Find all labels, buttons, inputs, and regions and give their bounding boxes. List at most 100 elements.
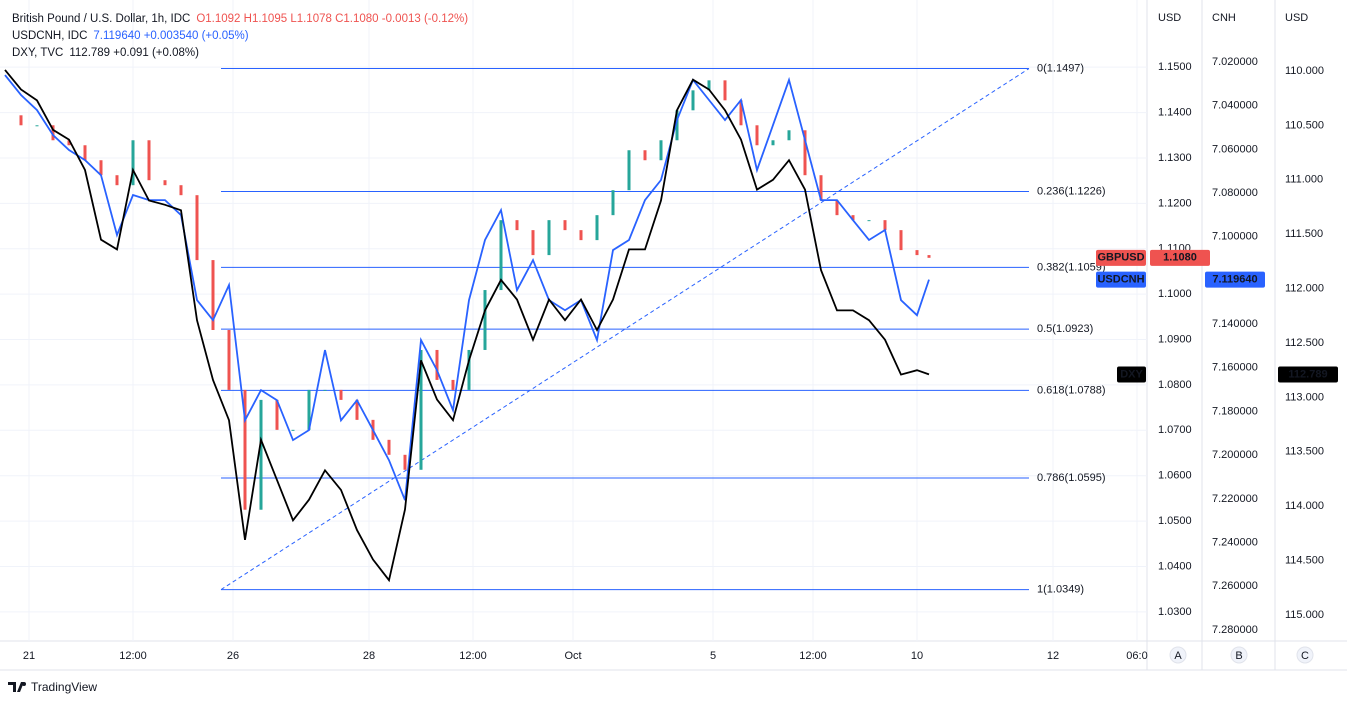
candle (755, 125, 759, 146)
price-tag-name-bg (1117, 366, 1146, 383)
scale-button-label: C (1301, 650, 1309, 662)
candle (611, 190, 615, 216)
brand: TradingView (8, 680, 97, 694)
price-tag-bg (1150, 249, 1210, 266)
candle (387, 439, 391, 455)
candle (723, 80, 727, 101)
scale-button[interactable] (1230, 646, 1248, 664)
price-tag-name-bg (1096, 271, 1146, 288)
candle (675, 110, 679, 141)
x-tick-label: 5 (710, 650, 716, 662)
candle (115, 175, 119, 186)
candle (851, 215, 855, 221)
x-tick-label: 26 (227, 650, 239, 662)
y-tick-label: 114.000 (1285, 500, 1324, 512)
y-tick-label: 112.500 (1285, 337, 1324, 349)
y-tick-label: 7.180000 (1212, 405, 1258, 417)
legend-row: British Pound / U.S. Dollar, 1h, IDC O1.1… (12, 11, 474, 28)
fib-label: 0.382(1.1059) (1037, 261, 1106, 273)
y-tick-label: 1.0600 (1158, 470, 1192, 482)
y-tick-label: 1.1300 (1158, 152, 1192, 164)
fib-label: 0.236(1.1226) (1037, 185, 1106, 197)
price-tag-name: GBPUSD (1097, 252, 1144, 264)
y-tick-label: 110.500 (1285, 119, 1324, 131)
candle (275, 399, 279, 430)
scale-button[interactable] (1296, 646, 1314, 664)
candle (803, 130, 807, 176)
price-tag-name-bg (1096, 249, 1146, 266)
candle (927, 255, 931, 258)
legend-quote: 112.789 +0.091 (+0.08%) (69, 47, 199, 59)
y-tick-label: 111.000 (1285, 174, 1323, 186)
candle (35, 125, 39, 127)
y-tick-label: 7.140000 (1212, 318, 1258, 330)
fib-label: 1(1.0349) (1037, 584, 1084, 596)
y-tick-label: 1.0800 (1158, 379, 1192, 391)
y-tick-label: 7.200000 (1212, 449, 1258, 461)
candle (403, 454, 407, 470)
price-tag-label: 112.789 (1288, 368, 1327, 380)
legend: British Pound / U.S. Dollar, 1h, IDC O1.1… (12, 11, 474, 62)
y-tick-label: 1.0500 (1158, 515, 1192, 527)
y-tick-label: 115.000 (1285, 609, 1324, 621)
y-tick-label: 1.1200 (1158, 197, 1192, 209)
candle (211, 260, 215, 330)
y-tick-label: 7.260000 (1212, 580, 1258, 592)
candle (483, 290, 487, 350)
candle (99, 160, 103, 176)
candle (291, 429, 295, 431)
candle (659, 140, 663, 161)
y-tick-label: 1.0900 (1158, 333, 1192, 345)
scale-button-label: B (1235, 650, 1242, 662)
candle (643, 150, 647, 161)
fib-label: 0.5(1.0923) (1037, 323, 1093, 335)
price-tag-name: USDCNH (1097, 273, 1144, 285)
x-tick-label: 12 (1047, 650, 1059, 662)
y-tick-label: 1.0400 (1158, 560, 1192, 572)
candle (227, 329, 231, 390)
y-tick-label: 7.240000 (1212, 536, 1258, 548)
y-tick-label: 7.040000 (1212, 100, 1258, 112)
candle (915, 250, 919, 256)
candle (547, 220, 551, 256)
x-tick-label: 12:00 (459, 650, 487, 662)
price-tag-label: 7.119640 (1212, 273, 1257, 285)
y-tick-label: 110.000 (1285, 65, 1324, 77)
fib-label: 0.786(1.0595) (1037, 472, 1106, 484)
y-tick-label: 7.020000 (1212, 56, 1258, 68)
candle (835, 200, 839, 216)
legend-name: DXY, TVC (12, 47, 64, 59)
candle (19, 115, 23, 126)
brand-name: TradingView (31, 680, 98, 694)
candle (707, 80, 711, 91)
y-tick-label: 112.000 (1285, 283, 1324, 295)
candle (355, 399, 359, 420)
candle (243, 389, 247, 510)
candle (739, 100, 743, 126)
y-tick-label: 1.1000 (1158, 288, 1192, 300)
y-tick-label: 1.0700 (1158, 424, 1192, 436)
candle (323, 389, 327, 391)
series-line (4, 74, 930, 501)
axis-title: CNH (1212, 12, 1236, 24)
scale-button[interactable] (1169, 646, 1187, 664)
fib-label: 0.618(1.0788) (1037, 384, 1106, 396)
y-tick-label: 7.080000 (1212, 187, 1258, 199)
x-tick-label: 12:00 (119, 650, 147, 662)
fib-label: 0(1.1497) (1037, 62, 1084, 74)
y-tick-label: 111.500 (1285, 228, 1323, 240)
candle (579, 230, 583, 241)
candle (339, 389, 343, 400)
candle (51, 125, 55, 141)
candle (771, 140, 775, 146)
candle (627, 150, 631, 191)
candle (867, 220, 871, 222)
y-tick-label: 1.0300 (1158, 606, 1192, 618)
y-tick-label: 7.280000 (1212, 624, 1258, 636)
candle (179, 185, 183, 196)
legend-quote: 7.119640 +0.003540 (+0.05%) (93, 30, 249, 42)
candle (163, 180, 167, 186)
candle (787, 130, 791, 141)
